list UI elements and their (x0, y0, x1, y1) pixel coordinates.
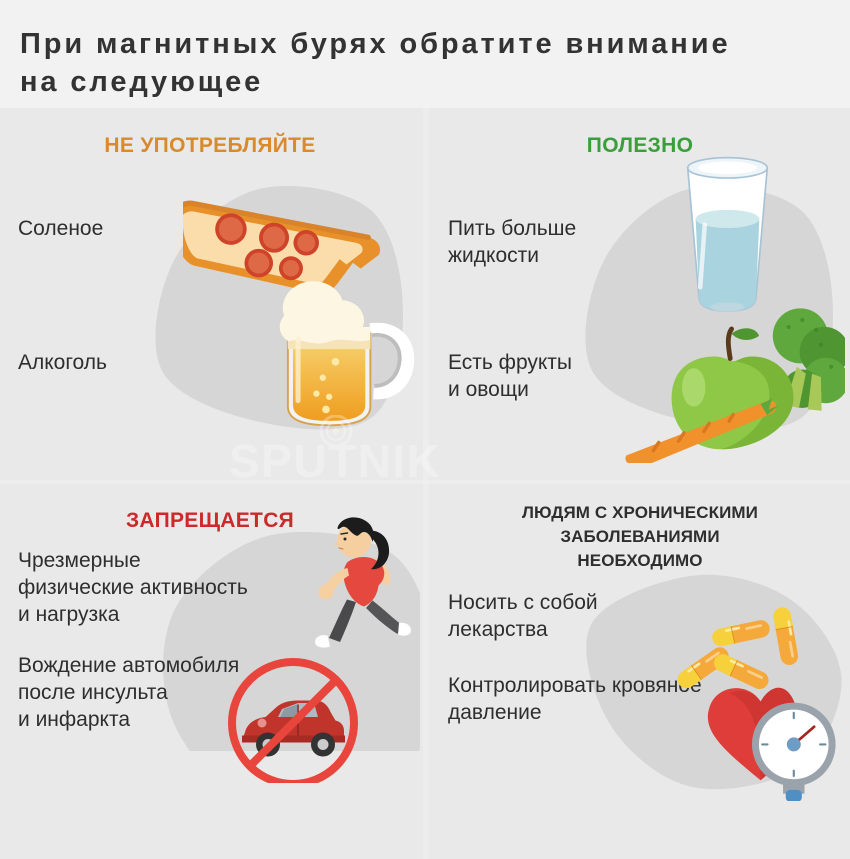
svg-text:SPUTNIK: SPUTNIK (229, 435, 441, 484)
